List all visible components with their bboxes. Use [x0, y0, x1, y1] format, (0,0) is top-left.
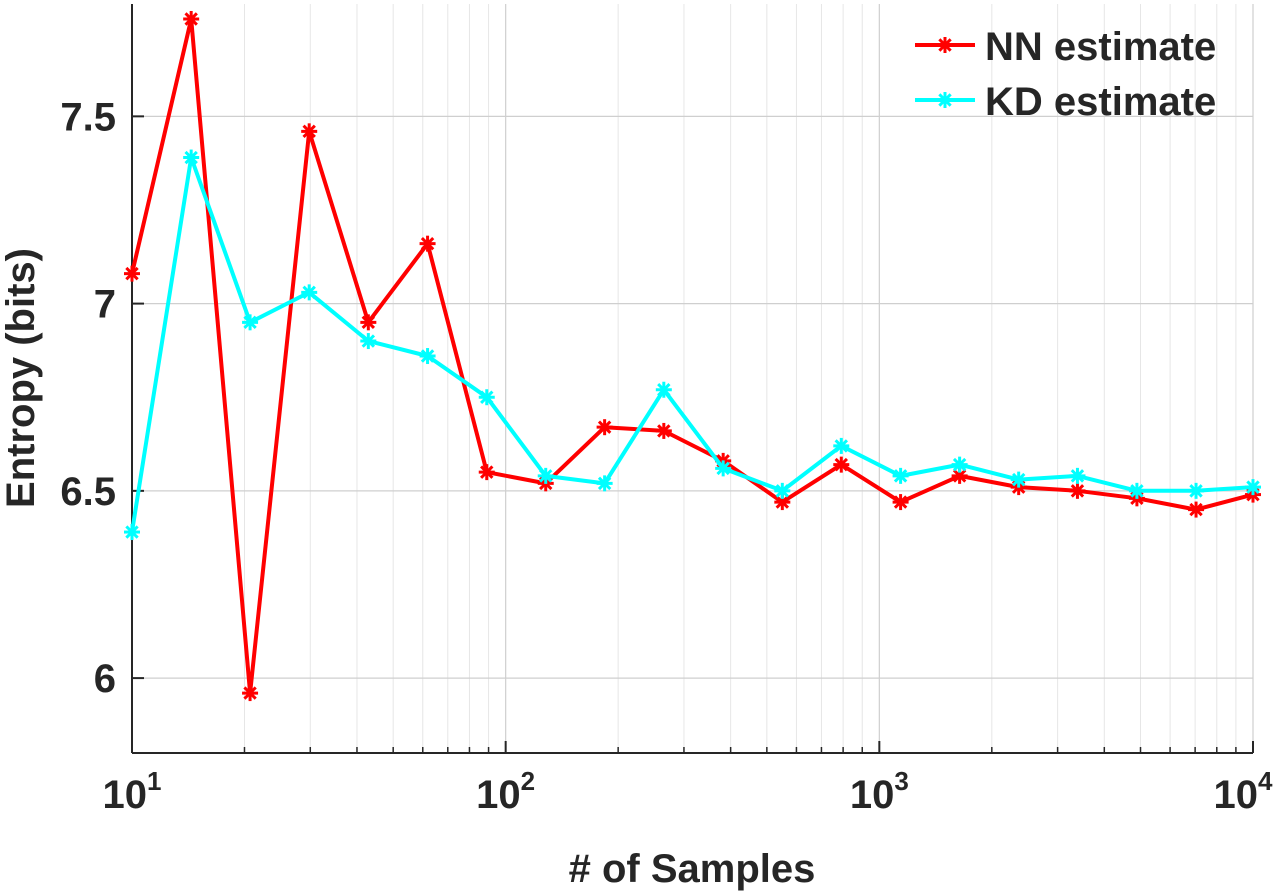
data-point — [1128, 482, 1145, 499]
legend-marker-nn — [937, 37, 953, 53]
series-layer — [124, 10, 1261, 702]
data-point — [1010, 471, 1027, 488]
data-point — [1069, 467, 1086, 484]
data-point — [596, 419, 613, 436]
data-point — [892, 494, 909, 511]
y-tick-label: 6.5 — [60, 470, 116, 514]
x-axis-label: # of Samples — [569, 847, 816, 891]
series-line — [130, 17, 1254, 696]
legend-marker-star — [937, 92, 953, 108]
data-point — [892, 467, 909, 484]
legend-label-nn: NN estimate — [985, 25, 1216, 69]
legend-marker-kd — [937, 92, 953, 108]
y-axis-label: Entropy (bits) — [0, 248, 43, 508]
axes — [131, 4, 1254, 754]
legend-label-kd: KD estimate — [985, 80, 1216, 124]
data-point — [774, 482, 791, 499]
legend: NN estimate KD estimate — [915, 25, 1216, 124]
minor-grid — [243, 4, 1237, 753]
y-tick-label: 7.5 — [60, 95, 116, 139]
data-point — [183, 149, 200, 166]
data-point — [478, 464, 495, 481]
data-point — [951, 467, 968, 484]
y-tick-label: 7 — [94, 283, 116, 327]
x-tick-labels: 101 102 103 104 — [103, 766, 1274, 817]
y-tick-labels: 6 6.5 7 7.5 — [60, 95, 116, 701]
data-point — [1245, 479, 1261, 496]
data-point — [1188, 482, 1205, 499]
data-point — [124, 524, 140, 541]
series-line — [130, 155, 1254, 533]
x-tick-label: 104 — [1214, 766, 1274, 817]
data-point — [596, 475, 613, 492]
data-point — [419, 348, 436, 365]
data-point — [242, 685, 259, 702]
legend-entry-kd: KD estimate — [915, 80, 1216, 124]
legend-entry-nn: NN estimate — [915, 25, 1216, 69]
data-point — [360, 314, 377, 331]
data-point — [242, 314, 259, 331]
data-point — [301, 123, 318, 140]
x-tick-label: 102 — [476, 766, 535, 817]
data-point — [537, 467, 554, 484]
x-tick-label: 103 — [850, 766, 909, 817]
data-point — [1188, 501, 1205, 518]
data-point — [1069, 482, 1086, 499]
legend-marker-star — [937, 37, 953, 53]
y-tick-label: 6 — [94, 657, 116, 701]
series-nn — [124, 10, 1261, 702]
data-point — [715, 460, 732, 477]
data-point — [419, 235, 436, 252]
data-point — [183, 10, 200, 27]
data-point — [301, 284, 318, 301]
data-point — [478, 389, 495, 406]
data-point — [833, 456, 850, 473]
data-point — [655, 422, 672, 439]
data-point — [360, 333, 377, 350]
data-point — [951, 456, 968, 473]
data-point — [655, 381, 672, 398]
series-kd — [124, 149, 1261, 541]
data-point — [124, 265, 140, 282]
data-point — [833, 437, 850, 454]
x-tick-label: 101 — [103, 766, 162, 817]
